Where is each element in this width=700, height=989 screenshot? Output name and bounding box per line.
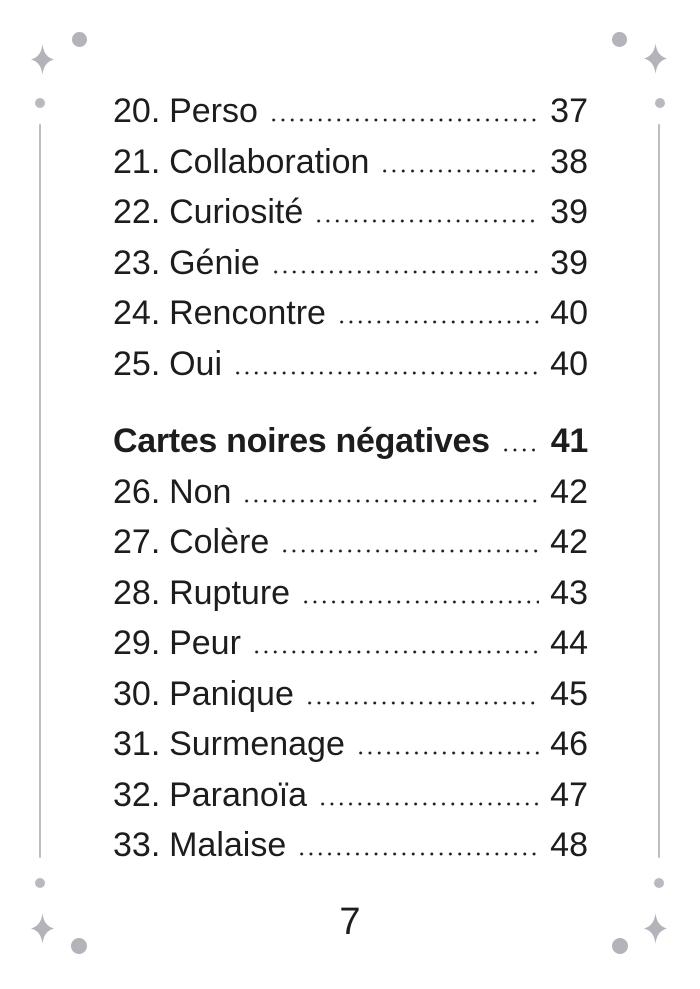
dot-icon	[612, 938, 628, 954]
sparkle-icon	[31, 913, 54, 944]
entry-page-number: 39	[550, 193, 588, 231]
table-of-contents: 20. Perso 37 21. Collaboration 38 22. Cu…	[113, 86, 588, 871]
entry-page-number: 44	[550, 624, 588, 662]
dot-icon	[654, 878, 664, 888]
entry-number: 22.	[113, 193, 161, 231]
toc-entry: 27. Colère 42	[113, 517, 588, 568]
entry-number: 25.	[113, 344, 161, 383]
entry-title: Perso	[169, 92, 258, 130]
entry-page-number: 39	[550, 243, 588, 282]
dot-leader	[318, 801, 540, 806]
entry-title: Génie	[169, 243, 260, 282]
entry-title: Curiosité	[169, 193, 304, 231]
entry-page-number: 38	[550, 142, 588, 181]
entry-page-number: 40	[550, 294, 588, 332]
entry-page-number: 47	[550, 775, 588, 814]
entry-title: Panique	[169, 674, 294, 713]
section-page-number: 41	[550, 422, 589, 460]
entry-page-number: 45	[550, 674, 588, 713]
toc-entry: 33. Malaise 48	[113, 820, 588, 871]
entry-page-number: 46	[550, 725, 588, 763]
dot-leader	[297, 852, 540, 856]
dot-icon	[71, 938, 87, 954]
dot-icon	[612, 32, 627, 47]
folio-page-number: 7	[339, 901, 361, 943]
toc-entry: 29. Peur 44	[113, 618, 588, 669]
sparkle-icon	[644, 913, 667, 944]
dot-icon	[655, 98, 665, 108]
entry-number: 26.	[113, 472, 161, 511]
dot-leader	[304, 700, 540, 705]
toc-entry: 24. Rencontre 40	[113, 288, 588, 339]
sparkle-icon	[644, 43, 667, 74]
dot-leader	[270, 269, 540, 274]
dot-leader	[500, 448, 535, 452]
entry-page-number: 43	[550, 573, 588, 612]
entry-title: Rencontre	[169, 294, 326, 332]
entry-number: 30.	[113, 674, 161, 713]
dot-leader	[268, 118, 540, 122]
toc-entry: 26. Non 42	[113, 467, 588, 518]
entry-number: 21.	[113, 142, 161, 181]
entry-title: Paranoïa	[169, 775, 308, 814]
dot-leader	[280, 549, 540, 553]
dot-leader	[355, 751, 540, 755]
toc-entry: 28. Rupture 43	[113, 568, 588, 619]
dot-icon	[72, 32, 87, 47]
toc-entry: 21. Collaboration 38	[113, 137, 588, 188]
dot-leader	[380, 168, 540, 173]
toc-entry: 20. Perso 37	[113, 86, 588, 137]
entry-number: 24.	[113, 294, 161, 332]
entry-page-number: 42	[550, 523, 588, 561]
entry-number: 29.	[113, 624, 161, 662]
left-vertical-rule	[39, 124, 41, 858]
dot-icon	[35, 878, 45, 888]
entry-title: Rupture	[169, 573, 291, 612]
entry-title: Peur	[169, 624, 241, 662]
dot-leader	[233, 370, 540, 375]
dot-leader	[242, 498, 540, 503]
entry-number: 33.	[113, 826, 161, 864]
entry-title: Oui	[169, 344, 223, 383]
entry-page-number: 37	[550, 92, 588, 130]
dot-leader	[336, 320, 540, 324]
toc-entry: 30. Panique 45	[113, 669, 588, 720]
entry-number: 31.	[113, 725, 161, 763]
entry-page-number: 40	[550, 344, 588, 383]
entry-title: Malaise	[169, 826, 287, 864]
section-title: Cartes noires négatives	[113, 422, 490, 460]
toc-entry: 22. Curiosité 39	[113, 187, 588, 238]
toc-section-heading: Cartes noires négatives 41	[113, 416, 588, 467]
entry-number: 27.	[113, 523, 161, 561]
right-vertical-rule	[658, 124, 660, 858]
entry-page-number: 42	[550, 472, 588, 511]
dot-leader	[251, 650, 540, 654]
dot-leader	[314, 219, 540, 223]
dot-icon	[35, 98, 45, 108]
entry-number: 20.	[113, 92, 161, 130]
toc-entry: 32. Paranoïa 47	[113, 770, 588, 821]
entry-title: Non	[169, 472, 232, 511]
sparkle-icon	[31, 44, 54, 75]
entry-number: 32.	[113, 775, 161, 814]
entry-page-number: 48	[550, 826, 588, 864]
toc-entry: 25. Oui 40	[113, 339, 588, 390]
entry-number: 23.	[113, 243, 161, 282]
dot-leader	[301, 599, 540, 604]
entry-number: 28.	[113, 573, 161, 612]
page-footer: 7	[0, 899, 700, 945]
entry-title: Surmenage	[169, 725, 345, 763]
entry-title: Collaboration	[169, 142, 370, 181]
toc-entry: 23. Génie 39	[113, 238, 588, 289]
toc-entry: 31. Surmenage 46	[113, 719, 588, 770]
entry-title: Colère	[169, 523, 270, 561]
